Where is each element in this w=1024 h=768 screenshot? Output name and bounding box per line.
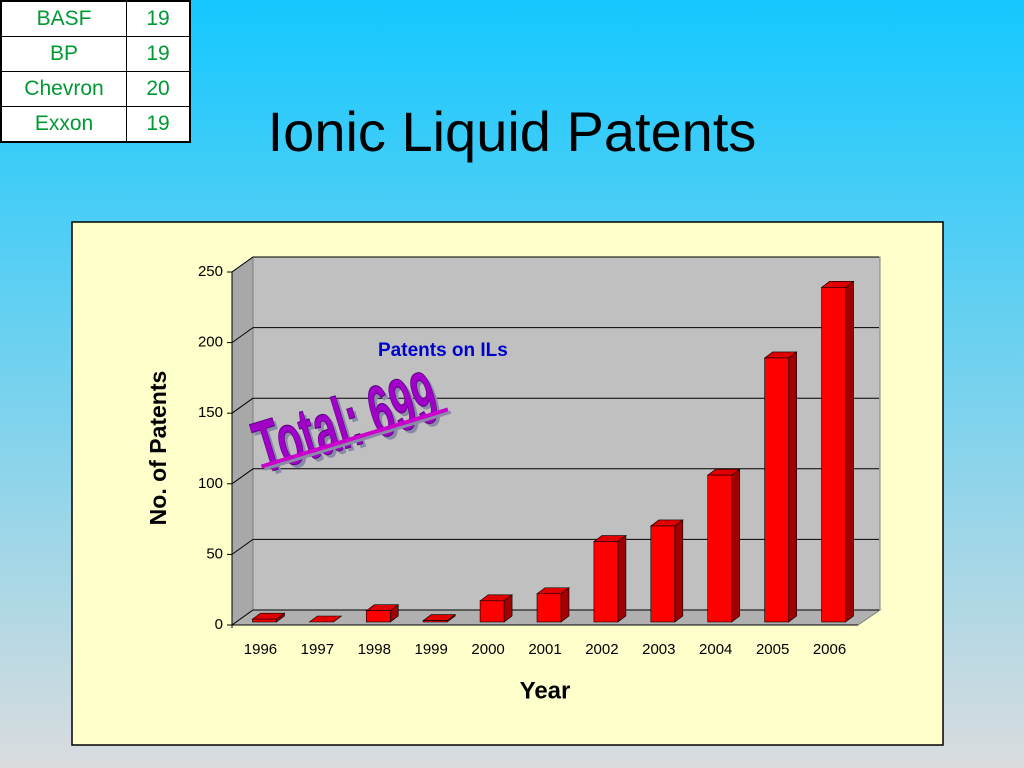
bar bbox=[594, 542, 618, 622]
bar bbox=[651, 526, 675, 622]
x-tick-label: 2000 bbox=[471, 641, 504, 658]
cell: BP bbox=[1, 37, 127, 72]
x-axis-title: Year bbox=[520, 677, 571, 704]
cell: Chevron bbox=[1, 72, 127, 107]
side-wall bbox=[232, 257, 253, 625]
x-tick-label: 1998 bbox=[358, 641, 391, 658]
bar-side bbox=[789, 352, 797, 622]
bar bbox=[537, 594, 561, 622]
cell: 20 bbox=[127, 72, 191, 107]
y-tick-label: 100 bbox=[198, 475, 223, 492]
bar-side bbox=[618, 536, 626, 622]
cell: 19 bbox=[127, 107, 191, 143]
bar-side bbox=[732, 469, 740, 622]
bar bbox=[480, 601, 504, 622]
x-tick-label: 2001 bbox=[528, 641, 561, 658]
bar bbox=[366, 611, 390, 622]
slide-title: Ionic Liquid Patents bbox=[268, 100, 757, 163]
bar bbox=[765, 358, 789, 622]
y-tick-label: 50 bbox=[206, 545, 223, 562]
chart-subtitle: Patents on ILs bbox=[378, 340, 508, 361]
slide: Ionic Liquid Patents Year No. of Patents… bbox=[0, 0, 1024, 768]
company-table: BASF19 BP19 Chevron20 Exxon19 bbox=[0, 0, 191, 143]
x-tick-label: 2005 bbox=[756, 641, 789, 658]
bar bbox=[252, 619, 276, 622]
y-tick-label: 200 bbox=[198, 334, 223, 351]
x-tick-label: 1996 bbox=[244, 641, 277, 658]
y-tick-label: 0 bbox=[215, 616, 223, 633]
cell: 19 bbox=[127, 37, 191, 72]
cell: 19 bbox=[127, 1, 191, 37]
x-tick-label: 2006 bbox=[813, 641, 846, 658]
bar bbox=[423, 621, 447, 622]
x-tick-label: 2003 bbox=[642, 641, 675, 658]
x-tick-label: 1999 bbox=[414, 641, 447, 658]
x-tick-label: 2002 bbox=[585, 641, 618, 658]
y-axis-title: No. of Patents bbox=[145, 371, 171, 526]
bar bbox=[822, 287, 846, 622]
bar-side bbox=[846, 281, 854, 622]
x-tick-label: 1997 bbox=[301, 641, 334, 658]
y-tick-label: 250 bbox=[198, 263, 223, 280]
cell: Exxon bbox=[1, 107, 127, 143]
y-tick-label: 150 bbox=[198, 404, 223, 421]
bar bbox=[708, 475, 732, 622]
x-tick-label: 2004 bbox=[699, 641, 732, 658]
cell: BASF bbox=[1, 1, 127, 37]
bar-side bbox=[675, 520, 683, 622]
